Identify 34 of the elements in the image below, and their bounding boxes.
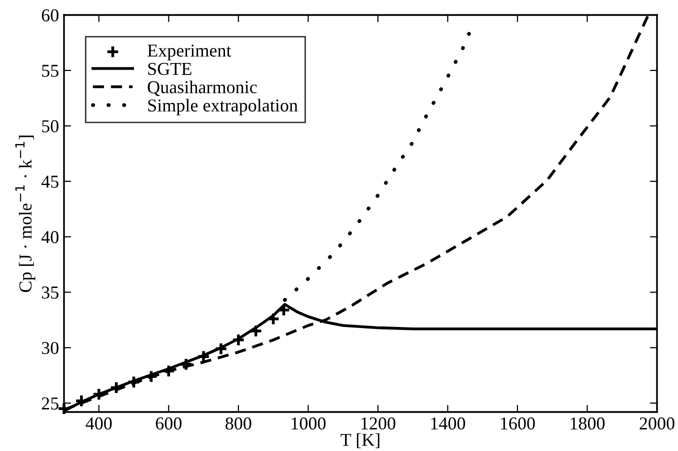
x-tick-label: 1000 — [292, 417, 326, 430]
x-tick-label: 1400 — [431, 417, 466, 430]
x-tick-label: 600 — [156, 417, 182, 430]
point — [266, 312, 280, 326]
y-tick-label: 55 — [42, 64, 58, 77]
point — [214, 342, 228, 356]
point — [276, 303, 291, 317]
x-tick-label: 1800 — [570, 417, 605, 430]
legend-label: Quasiharmonic — [148, 80, 257, 96]
x-tick-label: 800 — [226, 417, 252, 430]
legend-label: Simple extrapolation — [148, 98, 298, 116]
legend-label: SGTE — [148, 62, 192, 75]
y-tick-label: 40 — [41, 231, 58, 244]
point — [57, 402, 71, 416]
x-tick-label: 1200 — [361, 417, 396, 430]
x-tick-label: 1600 — [501, 417, 535, 430]
x-axis-title: T [K] — [340, 433, 380, 448]
x-tick-label: 2000 — [640, 417, 674, 430]
point — [232, 333, 246, 347]
point — [179, 358, 193, 372]
point — [162, 364, 176, 378]
point — [249, 324, 263, 338]
y-tick-label: 25 — [42, 397, 58, 410]
y-tick-label: 60 — [42, 9, 58, 22]
legend-label: Experiment — [148, 44, 232, 60]
point — [92, 387, 106, 402]
y-tick-label: 45 — [41, 176, 58, 188]
y-tick-label: 50 — [42, 120, 58, 132]
point — [126, 375, 141, 389]
y-axis-title: Cp [J · mole$^{−1}$ · k$^{−1}$] — [15, 136, 36, 292]
point — [144, 370, 158, 384]
y-tick-label: 30 — [42, 342, 58, 354]
x-tick-label: 400 — [86, 417, 112, 430]
y-tick-label: 35 — [42, 286, 58, 299]
